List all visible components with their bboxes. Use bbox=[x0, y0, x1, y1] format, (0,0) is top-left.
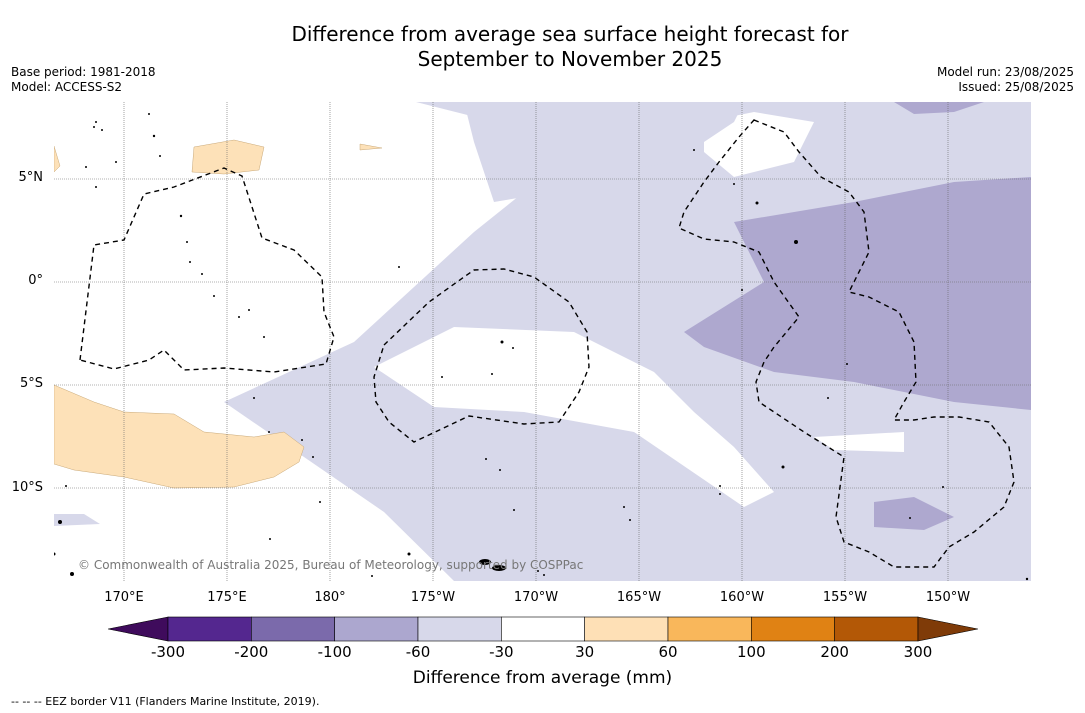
colorbar-label: Difference from average (mm) bbox=[412, 668, 673, 688]
colorbar-segment bbox=[167, 616, 252, 642]
title-line-1: Difference from average sea surface heig… bbox=[291, 22, 849, 46]
colorbar-segment bbox=[417, 616, 502, 642]
lon-label-155w: 155°W bbox=[822, 590, 868, 605]
region-neutral-top bbox=[704, 112, 814, 177]
model-name: Model: ACCESS-S2 bbox=[11, 80, 123, 94]
colorbar bbox=[107, 616, 979, 646]
colorbar-extend-low bbox=[107, 616, 169, 642]
region-neutral-bottomleft bbox=[54, 532, 434, 581]
map-svg bbox=[54, 102, 1031, 581]
region-light-negative-small bbox=[54, 514, 100, 526]
colorbar-segment bbox=[834, 616, 919, 642]
colorbar-segment bbox=[501, 616, 585, 642]
colorbar-tick-label: 100 bbox=[737, 643, 766, 661]
lat-label-5s: 5°S bbox=[19, 376, 43, 391]
region-neutral-lower bbox=[814, 432, 904, 452]
map-area bbox=[54, 102, 1031, 581]
meta-right: Model run: 23/08/2025 Issued: 25/08/2025 bbox=[937, 65, 1074, 95]
lon-label-170e: 170°E bbox=[104, 590, 144, 605]
region-positive-island-1 bbox=[191, 139, 265, 175]
region-positive-left bbox=[54, 384, 305, 489]
colorbar-tick-label: -30 bbox=[489, 643, 514, 661]
title-line-2: September to November 2025 bbox=[417, 47, 723, 71]
meta-left: Base period: 1981-2018 Model: ACCESS-S2 bbox=[11, 65, 156, 95]
copyright-notice: © Commonwealth of Australia 2025, Bureau… bbox=[78, 558, 584, 572]
colorbar-tick-label: 60 bbox=[658, 643, 678, 661]
colorbar-segment bbox=[584, 616, 669, 642]
region-positive-island-2 bbox=[359, 143, 383, 151]
lon-label-170w: 170°W bbox=[513, 590, 559, 605]
colorbar-tick-label: 200 bbox=[820, 643, 849, 661]
region-neutral-topleft bbox=[464, 102, 744, 202]
lon-label-175w: 175°W bbox=[410, 590, 456, 605]
colorbar-tick-label: -300 bbox=[150, 643, 186, 661]
base-period: Base period: 1981-2018 bbox=[11, 65, 156, 79]
lon-label-165w: 165°W bbox=[616, 590, 662, 605]
lon-label-160w: 160°W bbox=[719, 590, 765, 605]
lon-label-180: 180° bbox=[314, 590, 346, 605]
colorbar-tick-label: 300 bbox=[903, 643, 933, 661]
colorbar-tick-label: 30 bbox=[575, 643, 595, 661]
colorbar-segment bbox=[667, 616, 752, 642]
region-neutral-left bbox=[54, 102, 416, 332]
eez-legend: -- -- -- EEZ border V11 (Flanders Marine… bbox=[11, 695, 320, 708]
model-run: Model run: 23/08/2025 bbox=[936, 65, 1074, 79]
map-title: Difference from average sea surface heig… bbox=[0, 22, 1085, 72]
colorbar-tick-label: -100 bbox=[317, 643, 352, 661]
lat-label-0: 0° bbox=[28, 273, 43, 288]
lat-label-5n: 5°N bbox=[18, 170, 44, 185]
region-neutral-center bbox=[374, 327, 774, 507]
colorbar-tick-label: -60 bbox=[405, 643, 431, 661]
eez-borders bbox=[79, 119, 1015, 568]
colorbar-segment bbox=[251, 616, 335, 642]
graticule bbox=[54, 102, 1031, 581]
colorbar-extend-high bbox=[917, 616, 979, 642]
region-medium-negative-top bbox=[894, 102, 984, 114]
region-medium-negative-small bbox=[874, 497, 954, 530]
colorbar-svg bbox=[107, 616, 979, 642]
issued-date: Issued: 25/08/2025 bbox=[958, 80, 1074, 94]
lat-label-10s: 10°S bbox=[11, 480, 43, 495]
colorbar-tick-label: -200 bbox=[234, 643, 269, 661]
lon-label-150w: 150°W bbox=[925, 590, 971, 605]
islands bbox=[54, 113, 1029, 581]
region-positive-island-3 bbox=[54, 145, 61, 173]
colorbar-segment bbox=[751, 616, 835, 642]
lon-label-175e: 175°E bbox=[207, 590, 247, 605]
colorbar-segment bbox=[334, 616, 419, 642]
region-medium-negative bbox=[684, 177, 1031, 410]
